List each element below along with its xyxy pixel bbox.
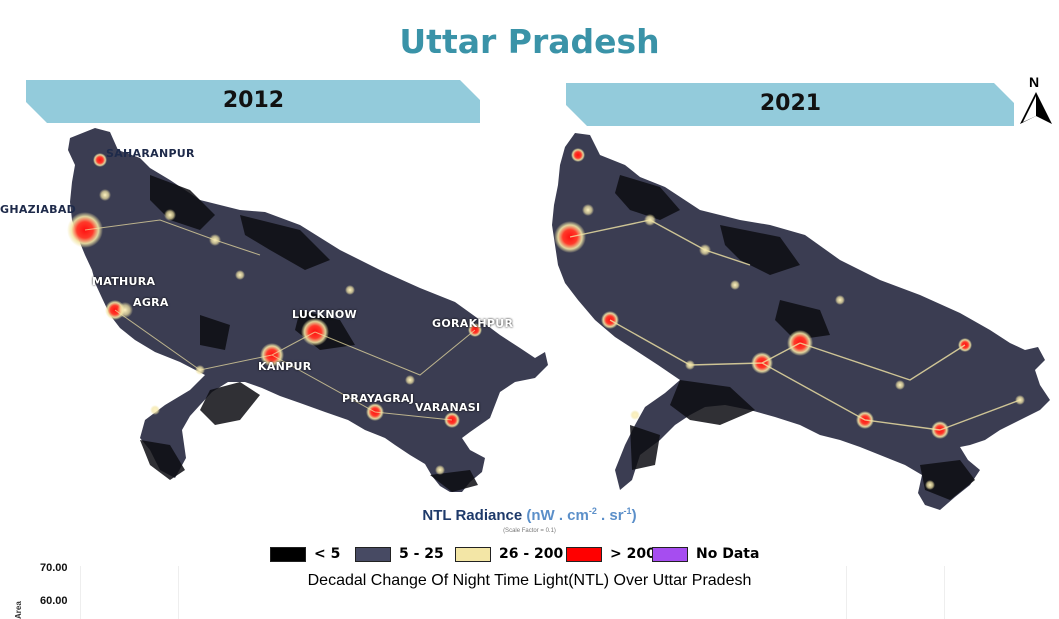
year-banner-2012: 2012: [26, 80, 481, 124]
legend-title: NTL Radiance (nW . cm-2 . sr-1): [0, 506, 1059, 524]
year-label-2021: 2021: [759, 91, 822, 116]
highway-lines: [569, 219, 1021, 431]
legend-item-no-data: No Data: [652, 546, 759, 562]
north-arrow-icon: [1020, 92, 1052, 124]
legend-swatch: [652, 546, 688, 562]
city-label-ghaziabad: GHAZIABAD: [0, 203, 77, 216]
legend-label: 5 - 25: [399, 546, 444, 562]
banner-shape: [566, 83, 1014, 126]
chart-gridline: [178, 566, 179, 619]
legend-item-5-25: 5 - 25: [355, 546, 444, 562]
scale-factor-note: (Scale Factor = 0.1): [503, 528, 556, 534]
legend-swatch: [455, 546, 491, 562]
chart-gridline: [80, 566, 81, 619]
legend-label: 26 - 200: [499, 546, 564, 562]
legend-label: No Data: [696, 546, 760, 562]
city-label-agra: AGRA: [133, 296, 169, 309]
year-label-2012: 2012: [222, 88, 285, 113]
legend-label: > 200: [610, 546, 656, 562]
chart-title: Decadal Change Of Night Time Light(NTL) …: [307, 572, 752, 589]
y-tick-label: 70.00: [40, 562, 68, 574]
legend-item-26-200: 26 - 200: [455, 546, 563, 562]
legend-swatch: [270, 546, 306, 562]
legend-title-text: NTL Radiance: [422, 507, 523, 524]
legend-unit: (nW . cm-2 . sr-1): [526, 506, 637, 524]
chart-gridline: [944, 566, 945, 619]
chart-gridline: [846, 566, 847, 619]
city-label-kanpur: KANPUR: [258, 360, 312, 373]
legend-item-lt5: < 5: [270, 546, 340, 562]
banner-shape: [26, 80, 480, 123]
north-label: N: [1029, 74, 1040, 90]
city-label-saharanpur: SAHARANPUR: [106, 147, 195, 160]
map-2012: [67, 128, 548, 492]
y-tick-label: 60.00: [40, 595, 68, 607]
map-2021: [552, 133, 1050, 510]
city-label-lucknow: LUCKNOW: [292, 308, 357, 321]
year-banner-2021: 2021: [566, 83, 1015, 127]
city-label-prayagraj: PRAYAGRAJ: [342, 392, 415, 405]
highway-lines: [84, 219, 476, 421]
dark-regions: [615, 175, 975, 500]
y-axis-label: Area: [14, 601, 23, 619]
legend-swatch: [566, 546, 602, 562]
city-label-varanasi: VARANASI: [415, 401, 481, 414]
page-title: Uttar Pradesh: [399, 22, 660, 61]
legend-label: < 5: [314, 546, 341, 562]
city-label-gorakhpur: GORAKHPUR: [432, 317, 514, 330]
legend-item-gt200: > 200: [566, 546, 656, 562]
legend-swatch: [355, 546, 391, 562]
city-label-mathura: MATHURA: [92, 275, 156, 288]
